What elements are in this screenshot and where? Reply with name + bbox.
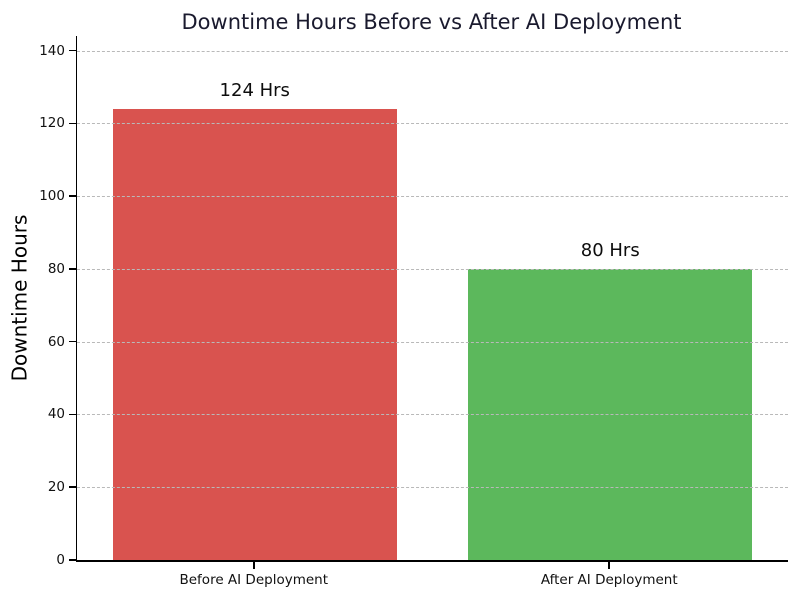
x-tick-mark bbox=[608, 562, 611, 569]
y-tick-mark bbox=[69, 413, 76, 416]
gridline bbox=[77, 196, 788, 198]
gridline bbox=[77, 123, 788, 125]
gridline bbox=[77, 341, 788, 343]
bar-value-label: 124 Hrs bbox=[219, 79, 290, 101]
x-tick-label-before-ai-deployment: Before AI Deployment bbox=[179, 572, 329, 588]
y-tick-mark bbox=[69, 122, 76, 125]
y-tick-mark bbox=[69, 268, 76, 270]
y-tick-mark bbox=[69, 486, 76, 489]
x-tick-label-after-ai-deployment: After AI Deployment bbox=[540, 572, 678, 588]
y-tick-label: 80 bbox=[47, 260, 65, 277]
gridline bbox=[77, 268, 788, 270]
y-tick-label: 60 bbox=[47, 333, 65, 350]
y-tick-mark bbox=[69, 195, 76, 197]
y-tick-mark bbox=[69, 340, 76, 343]
y-axis-label: Downtime Hours bbox=[7, 214, 31, 382]
gridline bbox=[77, 414, 788, 416]
y-tick-mark bbox=[69, 49, 76, 52]
gridline bbox=[77, 50, 788, 52]
chart-title: Downtime Hours Before vs After AI Deploy… bbox=[181, 10, 682, 34]
gridline bbox=[77, 487, 788, 489]
bar-before-ai-deployment bbox=[112, 108, 397, 560]
x-tick-mark bbox=[252, 562, 255, 569]
bar-value-label: 80 Hrs bbox=[580, 239, 640, 261]
y-tick-label: 100 bbox=[39, 188, 65, 205]
y-tick-label: 40 bbox=[47, 406, 65, 423]
y-tick-label: 140 bbox=[39, 42, 65, 59]
y-tick-label: 0 bbox=[56, 552, 65, 568]
y-tick-label: 20 bbox=[47, 479, 65, 496]
plot-area: 124 Hrs 80 Hrs bbox=[76, 36, 788, 562]
y-tick-label: 120 bbox=[39, 115, 65, 132]
y-tick-mark bbox=[69, 559, 76, 561]
